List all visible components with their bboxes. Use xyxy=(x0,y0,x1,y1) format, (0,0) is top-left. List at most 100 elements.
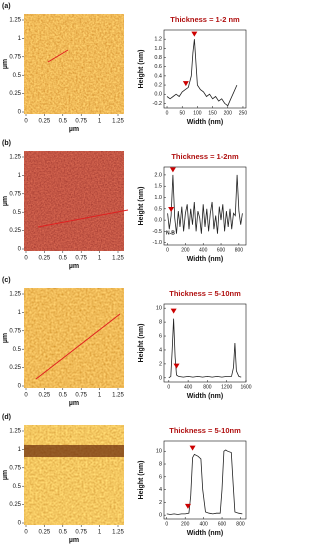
x-tick-label: 1 xyxy=(98,119,102,125)
x-tick-label: 0.5 xyxy=(59,256,68,262)
x-tick-label: 100 xyxy=(193,110,202,116)
x-tick-label: 1.25 xyxy=(112,530,124,536)
y-tick-label: 1.2 xyxy=(154,37,162,43)
y-tick-label: 1.25 xyxy=(9,155,21,161)
y-tick-label: 4 xyxy=(159,347,162,353)
y-tick-label: 0 xyxy=(18,521,22,527)
y-tick-label: 0.75 xyxy=(9,328,21,334)
x-tick-label: 200 xyxy=(181,247,190,253)
afm-band xyxy=(24,445,124,457)
x-tick-label: 200 xyxy=(224,110,233,116)
scan-line xyxy=(47,49,69,63)
chart-title: Thickness = 5-10nm xyxy=(169,289,241,298)
figure: (a) 0 0.25 0.5 0.75 1 1.25 0 0.25 0.5 0.75 1 1.25 µm µ… xyxy=(2,3,252,544)
y-tick-label: 1.25 xyxy=(9,18,21,24)
x-tick-label: 1.25 xyxy=(112,256,124,262)
y-tick-label: 0.5 xyxy=(13,210,22,216)
y-tick-label: 1 xyxy=(18,447,22,453)
y-tick-label: 0 xyxy=(18,110,22,116)
x-tick-label: 0 xyxy=(166,247,169,253)
y-tick-label: 0.0 xyxy=(154,92,162,98)
plot-frame xyxy=(163,166,247,246)
y-tick-label: 8 xyxy=(159,461,162,467)
y-tick-label: 1 xyxy=(18,36,22,42)
x-tick-label: 0 xyxy=(166,110,169,116)
plot-frame xyxy=(163,440,247,520)
y-tick-label: 0.75 xyxy=(9,191,21,197)
x-tick-label: 600 xyxy=(217,247,226,253)
plot-frame xyxy=(163,29,247,109)
panel-label: (a) xyxy=(2,3,11,10)
x-tick-label: 800 xyxy=(235,247,244,253)
x-tick-label: 0 xyxy=(24,256,28,262)
x-tick-label: 0 xyxy=(24,119,28,125)
x-tick-label: 0.75 xyxy=(75,119,87,125)
y-axis-label: Height (nm) xyxy=(138,187,145,226)
profile-line xyxy=(166,449,243,515)
marker-triangle xyxy=(170,308,177,314)
x-tick-label: 0 xyxy=(165,521,168,527)
y-tick-label: 2 xyxy=(159,500,162,506)
marker-triangle xyxy=(191,31,198,37)
y-tick-label: 0.8 xyxy=(154,55,162,61)
chart-title: Thickness = 5-10nm xyxy=(169,426,241,435)
y-tick-label: 0.5 xyxy=(13,73,22,79)
x-tick-label: 0 xyxy=(167,384,170,390)
y-tick-label: 6 xyxy=(159,333,162,339)
x-tick-label: 0.75 xyxy=(75,393,87,399)
y-axis-label: µm xyxy=(2,470,9,480)
x-tick-label: 1.25 xyxy=(112,119,124,125)
x-axis-label: Width (nm) xyxy=(187,530,223,537)
x-axis-label: Width (nm) xyxy=(187,393,223,400)
x-tick-label: 1200 xyxy=(221,384,232,390)
x-tick-label: 0 xyxy=(24,530,28,536)
x-axis-label: µm xyxy=(69,537,79,544)
x-axis-label: µm xyxy=(69,126,79,133)
x-tick-label: 400 xyxy=(184,384,193,390)
profile-line xyxy=(168,318,242,379)
y-tick-label: 1.25 xyxy=(9,429,21,435)
panel-label: (c) xyxy=(2,277,11,284)
marker-triangle xyxy=(168,206,175,212)
y-tick-label: 0 xyxy=(18,247,22,253)
x-tick-label: 0.5 xyxy=(59,530,68,536)
x-tick-label: 0.25 xyxy=(39,393,51,399)
y-tick-label: 0.25 xyxy=(9,228,21,234)
x-tick-label: 1 xyxy=(98,530,102,536)
chart-title: Thickness = 1-2nm xyxy=(171,152,239,161)
y-tick-label: 0 xyxy=(159,375,162,381)
marker-triangle xyxy=(182,81,189,87)
y-axis-label: µm xyxy=(2,333,9,343)
marker-triangle xyxy=(184,503,191,509)
y-axis-label: Height (nm) xyxy=(138,461,145,500)
x-tick-label: 400 xyxy=(199,247,208,253)
y-tick-label: 1 xyxy=(18,310,22,316)
y-tick-label: 1 xyxy=(18,173,22,179)
y-tick-label: -1.0 xyxy=(153,240,162,246)
x-tick-label: 1 xyxy=(98,256,102,262)
x-tick-label: 200 xyxy=(181,521,190,527)
y-tick-label: 1.0 xyxy=(154,195,162,201)
y-axis-label: Height (nm) xyxy=(138,324,145,363)
y-tick-label: 0.25 xyxy=(9,502,21,508)
y-tick-label: 1.25 xyxy=(9,292,21,298)
y-tick-label: 0.5 xyxy=(13,484,22,490)
y-tick-label: 0 xyxy=(159,513,162,519)
plot-frame xyxy=(163,303,247,383)
y-tick-label: -0.5 xyxy=(153,229,162,235)
y-axis-label: µm xyxy=(2,59,9,69)
x-tick-label: 0.25 xyxy=(39,530,51,536)
panel-label: (d) xyxy=(2,414,11,421)
chart-title: Thickness = 1-2 nm xyxy=(170,15,240,24)
x-tick-label: 0.5 xyxy=(59,119,68,125)
x-tick-label: 0.25 xyxy=(39,119,51,125)
y-tick-label: 2 xyxy=(159,361,162,367)
y-tick-label: 10 xyxy=(156,306,162,312)
scan-line xyxy=(37,209,129,228)
annotation: N-B xyxy=(166,230,175,236)
y-tick-label: 2.0 xyxy=(154,172,162,178)
y-tick-label: -0.2 xyxy=(153,101,162,107)
afm-image xyxy=(24,151,124,251)
x-axis-label: Width (nm) xyxy=(187,256,223,263)
panel-label: (b) xyxy=(2,140,11,147)
